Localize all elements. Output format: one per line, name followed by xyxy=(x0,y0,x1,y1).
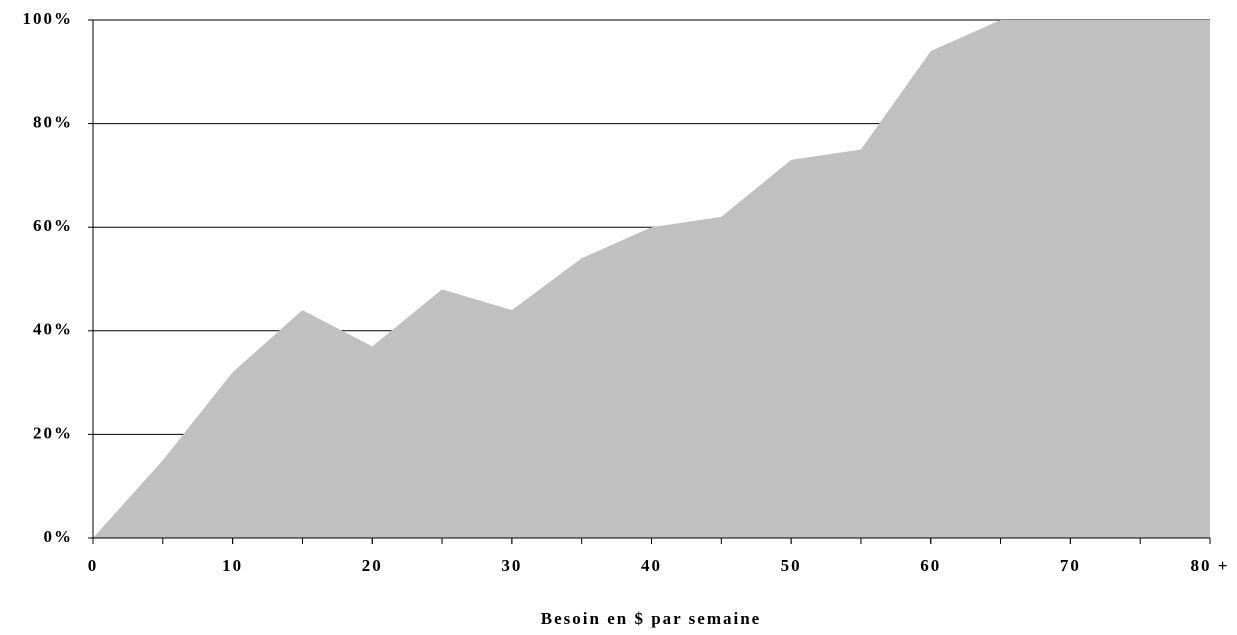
x-tick-label: 40 xyxy=(641,556,662,575)
x-tick-label: 20 xyxy=(362,556,383,575)
y-tick-label: 60% xyxy=(33,216,73,235)
x-tick-label: 60 xyxy=(920,556,941,575)
y-tick-label: 20% xyxy=(33,423,73,442)
x-tick-label: 30 xyxy=(501,556,522,575)
x-tick-label: 10 xyxy=(222,556,243,575)
y-tick-label: 80% xyxy=(33,113,73,132)
y-tick-label: 100% xyxy=(23,9,74,28)
x-tick-label: 0 xyxy=(88,556,99,575)
x-axis-label: Besoin en $ par semaine xyxy=(541,609,761,628)
x-tick-label: 50 xyxy=(781,556,802,575)
x-tick-label: 80 + xyxy=(1191,556,1230,575)
area xyxy=(93,20,1210,538)
y-tick-label: 0% xyxy=(44,527,74,546)
y-tick-label: 40% xyxy=(33,320,73,339)
x-tick-label: 70 xyxy=(1060,556,1081,575)
